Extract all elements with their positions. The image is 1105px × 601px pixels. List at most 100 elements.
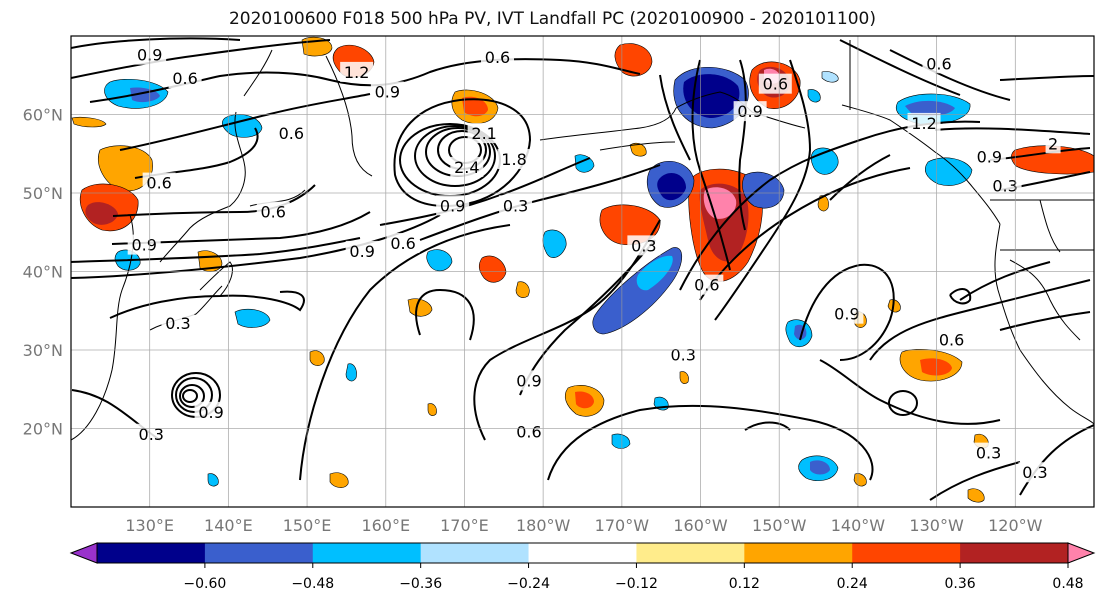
colorbar-segment: [960, 543, 1069, 563]
contour-label: 0.3: [139, 425, 164, 444]
contour-label: 0.9: [516, 371, 541, 390]
contour-label: 0.9: [834, 305, 859, 324]
contour-label-background: [666, 344, 700, 365]
contour-label-background: [467, 123, 501, 144]
contour-label-background: [907, 112, 941, 133]
contour-label-background: [733, 101, 767, 122]
gridlines: [71, 36, 1094, 507]
contour-label: 0.3: [976, 444, 1001, 463]
colorbar-segment: [852, 543, 961, 563]
contour-label: 0.9: [349, 242, 374, 261]
contour-label: 0.3: [503, 196, 528, 215]
colorbar-segment: [312, 543, 422, 563]
contour-label: 0.3: [992, 177, 1017, 196]
contour-label: 2: [1048, 134, 1058, 153]
lon-tick-label: 130°W: [909, 516, 964, 535]
latitude-tick-labels: 20°N 30°N 40°N 50°N 60°N: [23, 106, 63, 439]
colorbar-tick-label: −0.48: [291, 576, 334, 592]
contour-label: 0.6: [390, 234, 415, 253]
lon-tick-label: 140°W: [831, 516, 886, 535]
colorbar-frame: [96, 542, 1069, 564]
colorbar-tick-label: 0.36: [945, 576, 976, 592]
contour-label: 1.2: [911, 114, 936, 133]
contour-label-background: [922, 53, 956, 74]
contour-label-background: [256, 201, 290, 222]
contour-label-background: [690, 274, 724, 295]
colorbar-tick-label: −0.60: [183, 576, 226, 592]
lon-tick-label: 160°W: [673, 516, 728, 535]
colorbar-tick-label: −0.12: [615, 576, 658, 592]
contour-label: 0.9: [977, 148, 1002, 167]
colorbar-extend-low: [69, 542, 98, 564]
contour-label-background: [370, 81, 404, 102]
contour-label: 0.3: [631, 236, 656, 255]
contour-label-background: [274, 123, 308, 144]
contour-label: 0.9: [375, 83, 400, 102]
lon-tick-label: 120°W: [988, 516, 1043, 535]
contour-label: 0.6: [694, 276, 719, 295]
contour-label: 0.6: [516, 422, 541, 441]
contour-label-background: [512, 370, 546, 391]
contour-label-background: [194, 401, 228, 422]
contour-labels: 0.90.6 1.20.90.60.6 2.12.4 1.80.9 0.30.60.60…: [127, 44, 1061, 483]
colorbar-segment: [204, 543, 314, 563]
colorbar-tick-label: 0.48: [1052, 576, 1083, 592]
lon-tick-label: 130°E: [125, 516, 174, 535]
lon-tick-label: 140°E: [204, 516, 253, 535]
contour-label-background: [627, 235, 661, 256]
contour-label-background: [168, 68, 202, 89]
contour-label: 0.6: [485, 48, 510, 67]
contour-label-background: [499, 195, 533, 216]
contour-label: 0.3: [670, 345, 695, 364]
contour-label-background: [161, 313, 195, 334]
contour-label-background: [512, 421, 546, 442]
contour-label-background: [386, 233, 420, 254]
contour-label: 0.9: [737, 102, 762, 121]
contour-label-background: [972, 442, 1006, 463]
contour-label-background: [450, 156, 484, 177]
contour-label-background: [830, 303, 864, 324]
map-title: 2020100600 F018 500 hPa PV, IVT Landfall…: [228, 9, 876, 29]
colorbar-segment: [528, 543, 637, 563]
contour-label-background: [127, 234, 161, 255]
contour-label: 0.9: [131, 236, 156, 255]
contour-label: 0.6: [279, 124, 304, 143]
contour-label: 0.6: [763, 75, 788, 94]
contour-label-background: [758, 73, 792, 94]
map-frame: [70, 35, 1095, 508]
contour-label: 0.3: [1022, 463, 1047, 482]
lat-tick-label: 30°N: [23, 341, 63, 360]
longitude-tick-labels: 130°E 140°E 150°E 160°E 170°E 180°W 170°W 160°W…: [125, 516, 1042, 535]
contour-label-background: [497, 149, 531, 170]
lat-tick-label: 40°N: [23, 263, 63, 282]
contour-label-background: [481, 46, 515, 67]
contour-label: 0.6: [926, 54, 951, 73]
colorbar: −0.60 −0.48 −0.36 −0.24 −0.12 0.12 0.24 0.36 0.4…: [69, 542, 1096, 592]
colorbar-segment: [97, 543, 206, 563]
lon-tick-label: 180°W: [516, 516, 571, 535]
lon-tick-label: 170°E: [440, 516, 489, 535]
contour-label: 2.4: [454, 158, 479, 177]
colorbar-tick-label: 0.24: [837, 576, 868, 592]
contour-label-background: [972, 146, 1006, 167]
colorbar-tick-label: −0.24: [507, 576, 550, 592]
contour-label: 0.6: [146, 174, 171, 193]
contour-label: 0.9: [440, 196, 465, 215]
contour-label: 0.9: [198, 403, 223, 422]
colorbar-segment: [420, 543, 530, 563]
lon-tick-label: 170°W: [595, 516, 650, 535]
colorbar-tick-label: −0.36: [399, 576, 442, 592]
lat-tick-label: 20°N: [23, 420, 63, 439]
lon-tick-label: 150°W: [752, 516, 807, 535]
contour-label-background: [1045, 133, 1061, 154]
contour-label-background: [345, 240, 379, 261]
contour-label: 1.2: [344, 63, 369, 82]
contour-label: 0.6: [261, 203, 286, 222]
lat-tick-label: 50°N: [23, 184, 63, 203]
contour-label: 0.3: [165, 314, 190, 333]
contour-label-background: [988, 175, 1022, 196]
contour-label: 0.6: [172, 69, 197, 88]
contour-label-background: [340, 61, 374, 82]
lon-tick-label: 150°E: [283, 516, 332, 535]
